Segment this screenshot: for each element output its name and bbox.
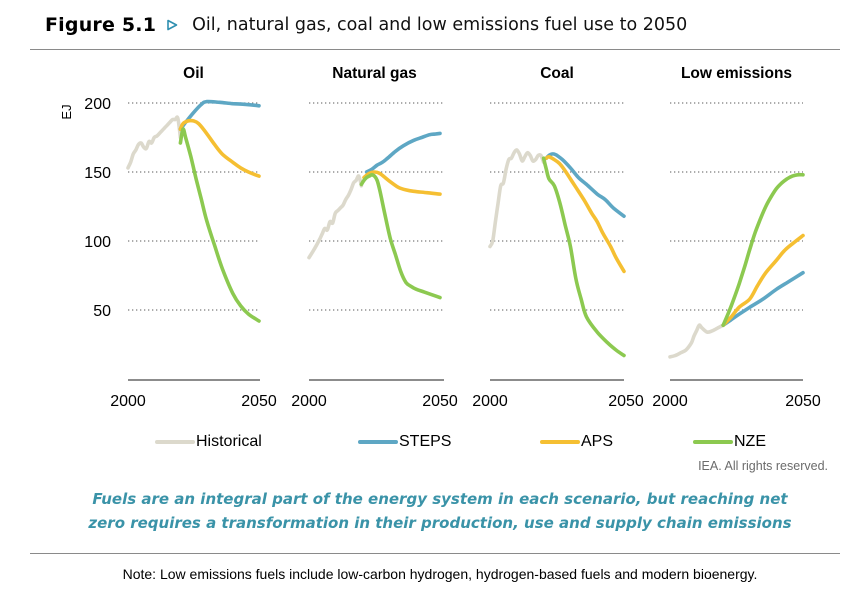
figure-label: Figure 5.1 [45,14,157,36]
series-line-natural-gas-historical [307,174,364,260]
series-line-low-emissions-aps [721,233,805,327]
panel-title-natural-gas: Natural gas [332,65,416,82]
x-tick-label: 2050 [608,393,644,410]
figure-note: Note: Low emissions fuels include low-ca… [122,566,758,582]
y-tick-label: 200 [84,96,111,113]
series-line-coal-nze [541,156,626,358]
series-line-coal-historical [488,148,546,249]
x-tick-label: 2050 [241,393,277,410]
series-line-low-emissions-historical [668,323,725,359]
legend: Historical STEPS APS NZE [155,433,845,455]
legend-swatch [540,440,580,444]
y-axis-label: EJ [59,104,74,119]
figure-header: Figure 5.1 Oil, natural gas, coal and lo… [45,10,687,40]
panel-title-oil: Oil [183,65,204,82]
x-tick-label: 2000 [472,393,508,410]
figure-title: Oil, natural gas, coal and low emissions… [192,15,688,35]
caption-line-1: Fuels are an integral part of the energy… [92,490,788,508]
x-tick-label: 2000 [110,393,146,410]
series-line-oil-steps [178,99,261,131]
series-line-natural-gas-steps [364,131,442,174]
legend-label: NZE [734,433,766,450]
figure-caption: Fuels are an integral part of the energy… [40,487,840,535]
play-triangle-icon [166,19,178,31]
legend-label: APS [581,433,614,450]
x-tick-label: 2050 [785,393,821,410]
caption-line-2: zero requires a transformation in their … [88,514,792,532]
legend-item-nze: NZE [693,433,766,451]
y-tick-label: 50 [93,303,111,320]
series-line-coal-steps [544,152,626,218]
series-line-low-emissions-nze [721,172,805,327]
y-tick-label: 150 [84,165,111,182]
series-line-coal-aps [544,154,626,274]
series-line-oil-aps [178,118,261,178]
x-tick-label: 2000 [652,393,688,410]
series-line-natural-gas-aps [362,170,442,196]
x-tick-label: 2050 [422,393,458,410]
series-line-low-emissions-steps [721,270,805,327]
copyright-credit: IEA. All rights reserved. [698,459,828,473]
legend-swatch [155,440,195,444]
legend-label: STEPS [399,433,452,450]
panel-title-coal: Coal [540,65,574,82]
series-line-oil-historical [126,115,183,170]
header-divider [30,49,840,50]
legend-item-aps: APS [540,433,613,451]
y-tick-label: 100 [84,234,111,251]
legend-label: Historical [196,433,262,450]
legend-swatch [693,440,733,444]
x-tick-label: 2000 [291,393,327,410]
series-line-oil-nze [178,127,261,323]
caption-divider [30,553,840,554]
chart-area: EJ 50 100 150 200 Oil 2000 2050 Natural gas 2000 2… [59,65,821,410]
legend-swatch [358,440,398,444]
series-line-natural-gas-nze [359,173,442,300]
panel-title-low-emissions: Low emissions [681,65,792,82]
legend-item-steps: STEPS [358,433,451,451]
legend-item-historical: Historical [155,433,262,451]
